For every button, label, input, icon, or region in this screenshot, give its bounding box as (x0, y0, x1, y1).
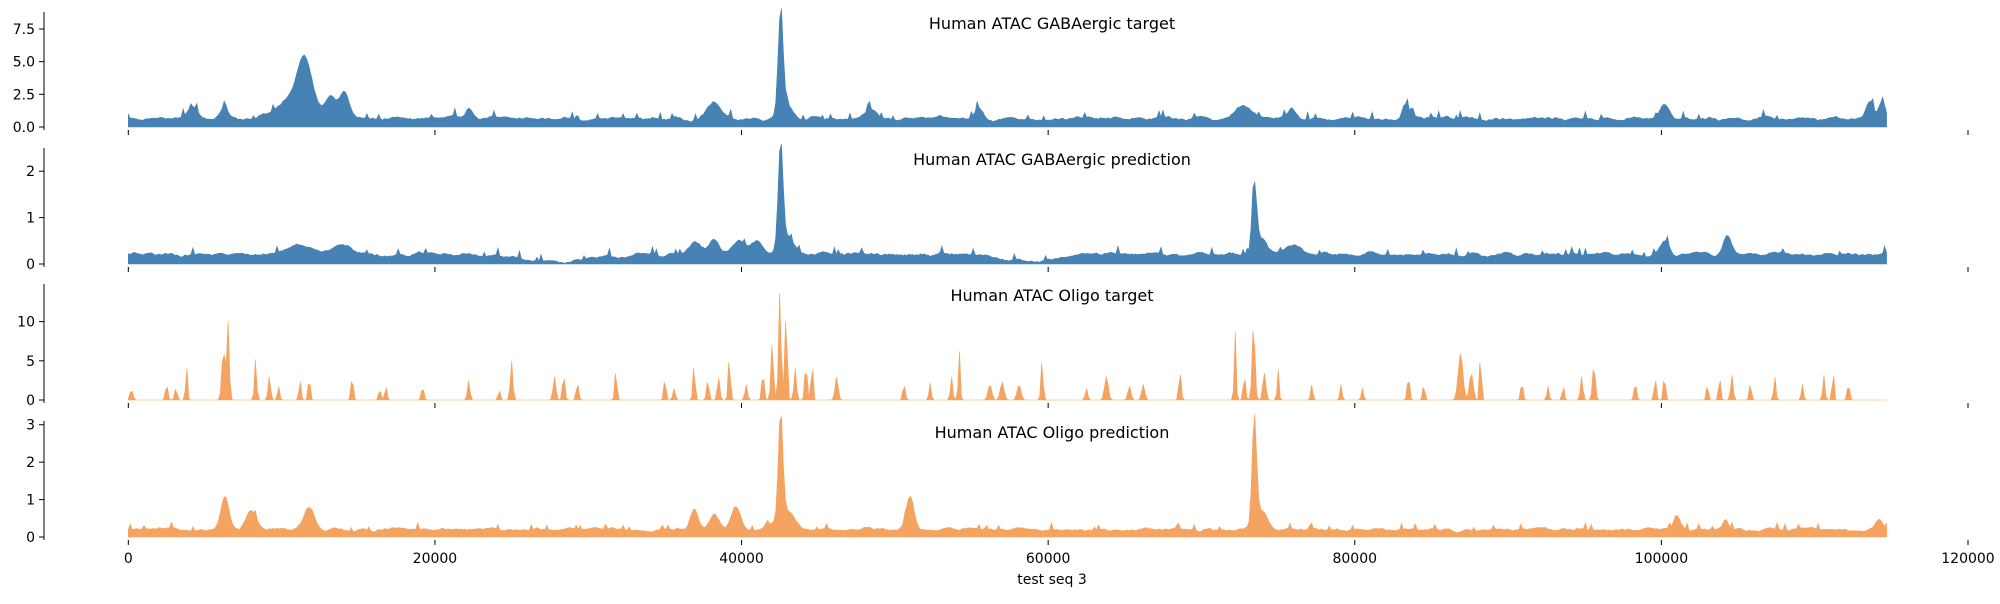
x-tick-label: 60000 (1026, 551, 1071, 567)
y-tick-label: 1 (26, 211, 35, 227)
panel-title: Human ATAC Oligo prediction (935, 423, 1170, 442)
panel-title: Human ATAC Oligo target (950, 286, 1153, 305)
y-tick-label: 2 (26, 455, 35, 471)
y-tick-label: 1 (26, 493, 35, 509)
x-tick-label: 80000 (1332, 551, 1377, 567)
y-tick-label: 3 (26, 418, 35, 434)
series-area-2 (128, 144, 1887, 265)
panel-4: 0 1 2 3 Human ATAC Oligo prediction (26, 414, 1969, 546)
y-tick-label: 7.5 (13, 22, 35, 38)
series-area-4 (128, 414, 1887, 538)
panel-title: Human ATAC GABAergic prediction (913, 150, 1191, 169)
series-area-1 (128, 8, 1887, 128)
panel-3: 0 5 10 Human ATAC Oligo target (17, 284, 1969, 409)
y-tick-label: 0 (26, 257, 35, 273)
panel-1: 0.0 2.5 5.0 7.5 Human ATAC GABAergic target (13, 8, 1969, 136)
x-tick-label: 0 (124, 551, 133, 567)
panel-title: Human ATAC GABAergic target (929, 14, 1175, 33)
x-axis-label: test seq 3 (1017, 572, 1087, 588)
x-tick-label: 40000 (719, 551, 764, 567)
y-tick-label: 5 (26, 354, 35, 370)
x-tick-label: 20000 (413, 551, 458, 567)
chart-panels: 0.02.55.07.5 Human ATAC GABAergic target0… (13, 8, 1969, 546)
panel-2: 0 1 2 Human ATAC GABAergic prediction (26, 144, 1969, 273)
y-tick-label: 2 (26, 164, 35, 180)
y-tick-label: 0 (26, 530, 35, 546)
y-tick-label: 0 (26, 393, 35, 409)
y-tick-label: 0.0 (13, 120, 35, 136)
y-tick-label: 10 (17, 315, 35, 331)
series-area-3 (128, 293, 1887, 401)
y-tick-label: 5.0 (13, 55, 35, 71)
x-tick-label: 120000 (1941, 551, 1994, 567)
x-axis: 0 20000 40000 60000 80000 100000 120000 test se… (124, 551, 1995, 588)
y-tick-label: 2.5 (13, 87, 35, 103)
x-tick-label: 100000 (1635, 551, 1688, 567)
